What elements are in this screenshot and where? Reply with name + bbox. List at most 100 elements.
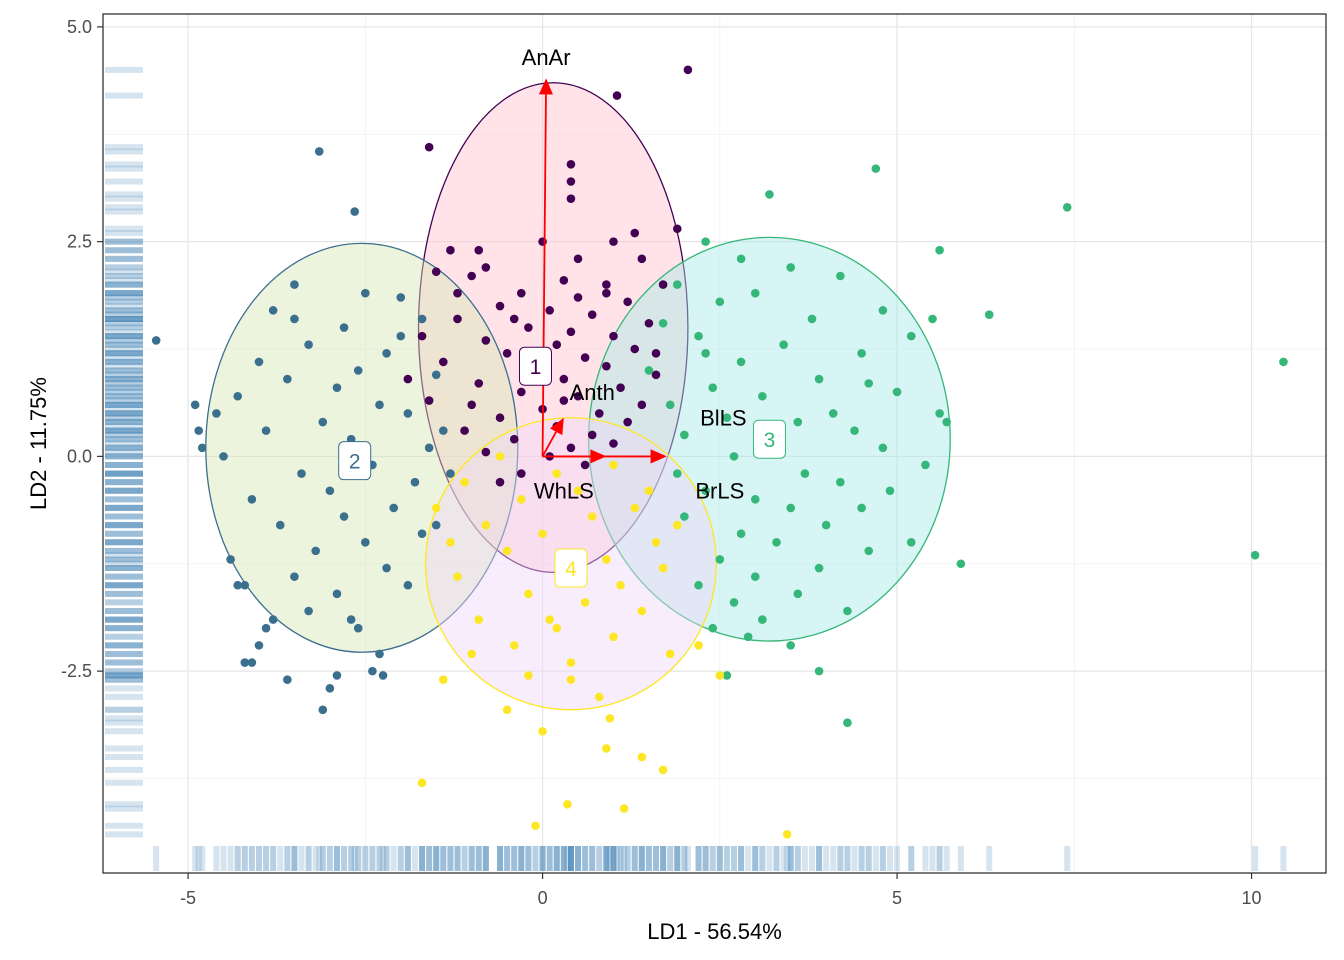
data-point-group-2 [283,374,292,384]
data-point-group-4 [605,714,615,723]
data-point-group-3 [786,641,796,650]
data-point-group-4 [644,486,654,496]
data-point-group-4 [524,589,533,599]
data-point-group-1 [495,477,505,487]
data-point-group-3 [843,718,852,727]
data-point-group-1 [545,306,554,315]
data-point-group-3 [786,263,796,272]
data-point-group-3 [750,495,760,504]
x-tick-label: -5 [180,888,196,908]
data-point-group-1 [658,280,668,289]
data-point-group-2 [268,615,278,624]
data-point-group-2 [417,529,427,538]
data-point-group-4 [439,675,448,685]
data-point-group-4 [594,692,604,702]
data-point-group-2 [290,280,299,289]
data-point-group-1 [517,288,526,298]
data-point-group-2 [318,417,328,427]
data-point-group-1 [623,297,632,307]
data-point-group-3 [921,460,930,470]
data-point-group-2 [431,520,441,530]
group-label-3: 3 [764,429,776,452]
data-point-group-1 [651,349,661,358]
data-point-group-1 [524,323,533,332]
data-point-group-2 [361,288,370,298]
data-point-group-2 [446,469,455,478]
data-point-group-2 [261,623,271,633]
data-point-group-1 [644,318,654,328]
data-point-group-3 [665,400,675,410]
x-axis-title: LD1 - 56.54% [647,919,782,944]
data-point-group-2 [240,658,250,667]
data-point-group-4 [658,563,668,573]
data-point-group-3 [708,383,718,392]
data-point-group-3 [1279,357,1288,367]
panel-border [102,13,1327,874]
data-point-group-3 [701,486,710,496]
data-point-group-2 [304,340,313,350]
data-point-group-2 [410,477,420,487]
data-point-group-4 [566,675,576,685]
data-point-group-1 [446,245,455,255]
data-point-group-1 [580,460,590,470]
data-point-group-2 [350,207,359,216]
data-point-group-4 [509,641,519,650]
data-point-group-1 [474,379,484,388]
arrowhead-BrLS [650,449,667,464]
data-point-group-3 [956,559,966,569]
data-point-group-1 [559,275,569,285]
data-point-group-4 [637,606,647,616]
data-point-group-1 [481,447,491,457]
label-layer: AnAr Anth BlLS BrLS WhLS 1 2 3 4 [338,45,786,588]
data-point-group-1 [566,194,576,203]
data-point-group-1 [609,237,618,246]
data-point-group-2 [283,675,292,685]
data-point-group-2 [247,658,257,667]
group-label-2: 2 [349,451,361,474]
data-point-group-2 [361,537,370,547]
data-point-group-3 [779,340,788,350]
y-tick-label: 0.0 [67,446,92,466]
data-point-group-1 [453,288,462,298]
group-label-4: 4 [565,558,577,581]
data-point-group-4 [658,765,668,775]
data-point-group-4 [637,752,647,762]
data-point-group-2 [233,391,243,401]
arrowhead-Anth [549,417,564,436]
data-point-group-2 [375,649,384,659]
data-point-group-1 [609,331,618,341]
data-point-group-2 [375,400,384,410]
data-point-group-1 [630,228,640,238]
data-point-group-2 [304,606,313,616]
data-point-group-2 [368,666,377,676]
data-point-group-2 [431,370,441,380]
data-point-group-2 [339,323,349,332]
data-point-group-3 [736,357,746,367]
arrowhead-AnAr [538,78,553,95]
group-label-box-2 [338,441,372,481]
data-point-group-1 [467,271,476,281]
data-point-group-4 [453,572,462,581]
data-point-group-1 [552,340,562,350]
data-point-group-3 [736,254,746,264]
data-point-group-3 [658,318,668,328]
data-point-group-1 [573,293,583,302]
data-point-group-2 [190,400,200,410]
data-point-group-3 [814,374,824,384]
data-point-group-3 [1250,550,1260,560]
data-point-group-4 [609,632,618,642]
data-point-group-2 [268,306,278,315]
data-point-group-1 [651,370,661,380]
data-point-group-2 [318,705,328,715]
data-point-group-2 [290,314,299,324]
y-tick-label: 2.5 [67,232,92,252]
data-point-group-4 [694,641,703,650]
data-point-group-2 [396,293,406,302]
data-point-group-1 [453,314,462,324]
x-tick-label: 5 [892,888,902,908]
data-point-group-1 [566,177,576,186]
data-point-group-3 [935,245,944,255]
data-point-group-2 [219,452,228,461]
data-point-group-4 [665,649,675,659]
